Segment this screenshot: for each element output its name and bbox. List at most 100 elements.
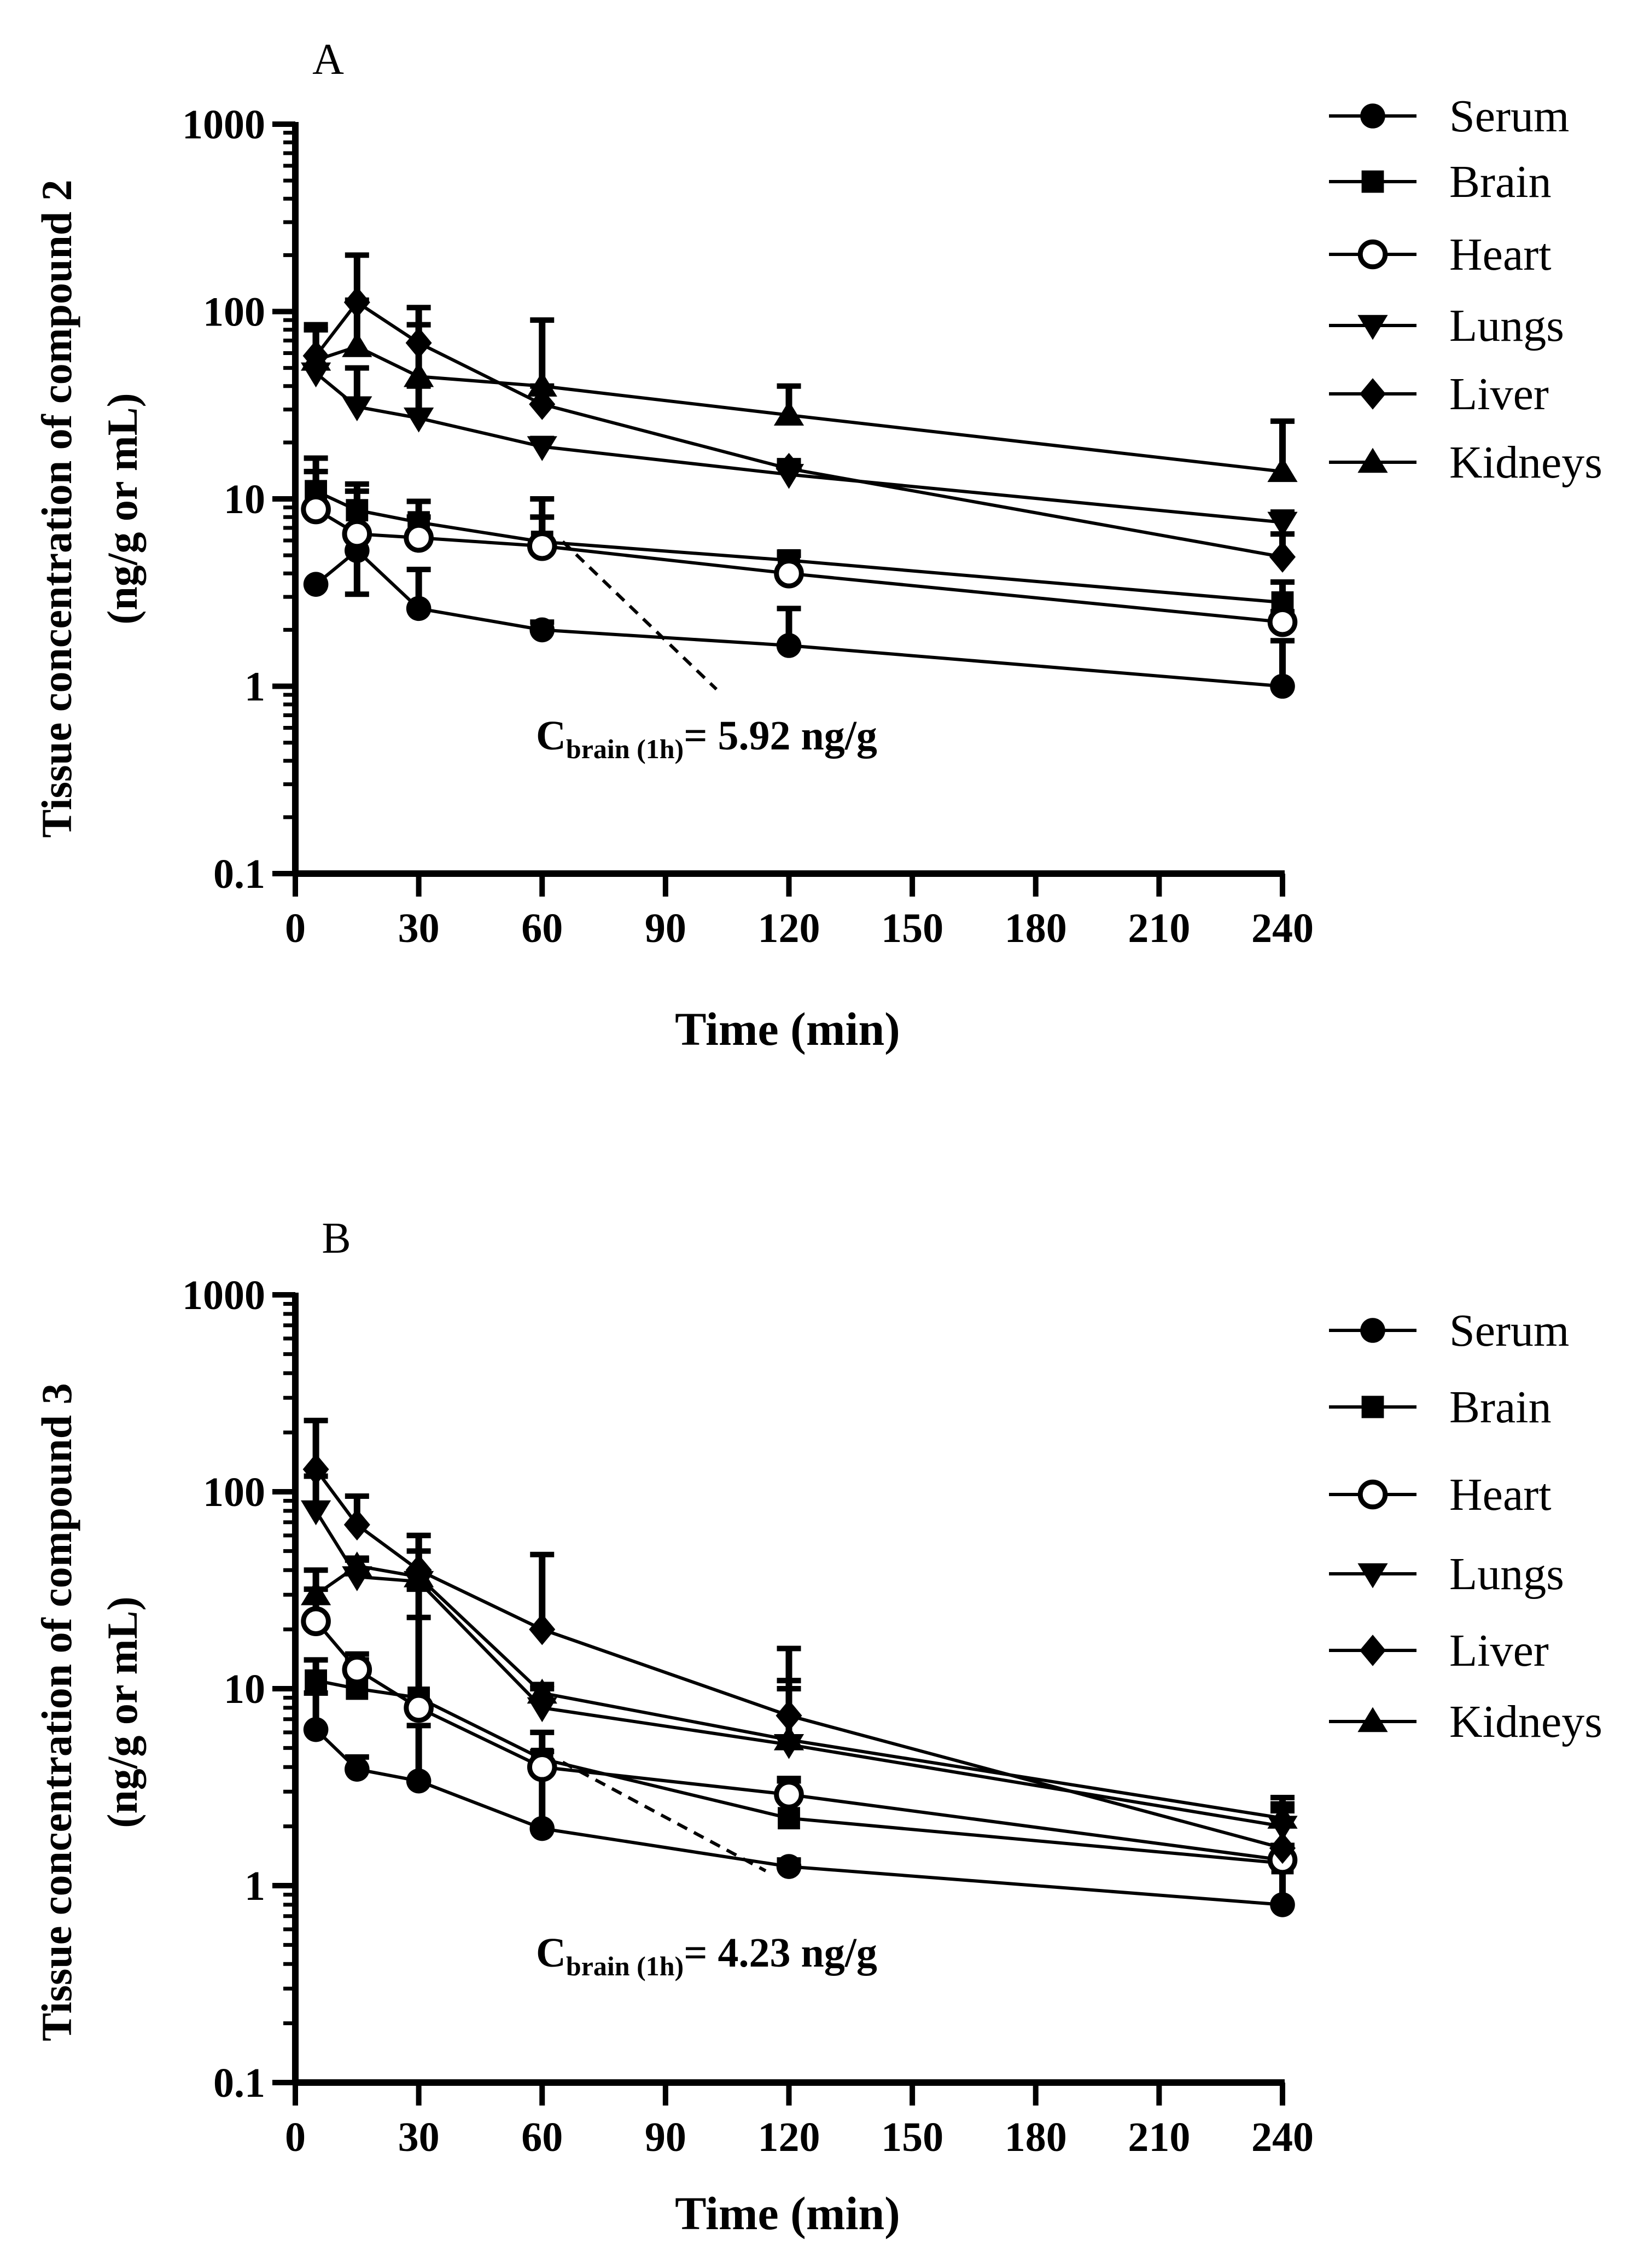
x-tick-label: 90: [645, 2114, 686, 2160]
data-point-serum: [776, 1854, 802, 1879]
legend-marker-brain: [1361, 170, 1384, 193]
data-point-kidneys: [342, 332, 372, 357]
x-tick-label: 210: [1128, 905, 1190, 951]
data-point-liver: [529, 1613, 556, 1645]
legend-item-lungs: Lungs: [1329, 300, 1564, 351]
data-point-kidneys: [301, 1580, 331, 1606]
y-tick-label: 1: [244, 1863, 265, 1909]
panel-label-a: A: [312, 36, 344, 84]
data-point-serum: [406, 596, 432, 621]
panel-label-b: B: [322, 1214, 351, 1263]
y-tick-label: 1000: [182, 1272, 265, 1318]
data-point-lungs: [527, 436, 557, 461]
legend-label-lungs: Lungs: [1449, 1549, 1564, 1600]
legend-label-brain: Brain: [1449, 1382, 1552, 1433]
legend-label-serum: Serum: [1449, 91, 1569, 142]
y-tick-labels-b: 0.1 1 10 100 1000: [182, 1272, 265, 2106]
x-tick-label: 0: [285, 2114, 306, 2160]
data-point-kidneys: [301, 346, 331, 371]
annotation-value-b: = 4.23 ng/g: [684, 1930, 877, 1976]
y-axis-label-line2-a: (ng/g or mL): [98, 393, 146, 624]
brain-annotation-a: Cbrain (1h)= 5.92 ng/g: [536, 540, 877, 764]
series-layer-b: [301, 1417, 1298, 1917]
annotation-leader-line-a: [561, 540, 718, 691]
x-tick-label: 210: [1128, 2114, 1190, 2160]
x-tick-label: 30: [398, 905, 440, 951]
legend-item-liver: Liver: [1329, 369, 1549, 420]
legend-item-lungs: Lungs: [1329, 1549, 1564, 1600]
legend-item-brain: Brain: [1329, 1382, 1552, 1433]
chart-panel-a: A Tissue concentration of compound 2 (ng…: [33, 36, 1602, 1055]
data-point-heart: [774, 558, 804, 589]
data-point-lungs: [301, 1500, 331, 1526]
y-axis-label-a: Tissue concentration of compound 2 (ng/g…: [33, 179, 146, 838]
legend-marker-serum: [1360, 103, 1385, 129]
data-point-kidneys: [773, 400, 804, 426]
y-tick-labels-a: 0.1 1 10 100 1000: [182, 102, 265, 897]
x-tick-label: 90: [645, 905, 686, 951]
series-kidneys: [301, 1548, 1298, 1829]
legend-label-heart: Heart: [1449, 229, 1552, 280]
legend-item-serum: Serum: [1329, 91, 1569, 142]
legend-label-kidneys: Kidneys: [1449, 437, 1602, 488]
data-point-serum: [1270, 673, 1295, 699]
legend-marker-kidneys: [1357, 447, 1388, 473]
y-axis-label-line1-b: Tissue concentration of compound 3: [33, 1383, 80, 2041]
y-tick-label: 0.1: [213, 851, 265, 897]
data-point-heart: [342, 1654, 372, 1685]
legend-marker-heart: [1357, 239, 1388, 270]
annotation-c-b: C: [536, 1930, 566, 1976]
brain-annotation-b: Cbrain (1h)= 4.23 ng/g: [536, 1760, 877, 1981]
annotation-subscript-a: brain (1h): [566, 734, 684, 764]
legend-item-liver: Liver: [1329, 1625, 1549, 1676]
series-serum: [303, 538, 1295, 699]
annotation-text-a: Cbrain (1h)= 5.92 ng/g: [536, 713, 877, 764]
series-layer-a: [301, 252, 1298, 699]
data-point-kidneys: [404, 362, 434, 387]
y-axis-label-line1-a: Tissue concentration of compound 2: [33, 179, 80, 838]
data-point-serum: [529, 617, 555, 643]
data-point-lungs: [342, 396, 372, 422]
data-point-lungs: [1267, 511, 1298, 537]
legend-item-heart: Heart: [1329, 1469, 1552, 1520]
x-tick-label: 180: [1005, 2114, 1067, 2160]
series-heart: [301, 1586, 1298, 1875]
data-point-serum: [303, 1717, 329, 1742]
data-point-serum: [776, 633, 802, 658]
y-tick-label: 1000: [182, 102, 265, 148]
annotation-c-a: C: [536, 713, 566, 759]
data-point-liver: [1269, 1832, 1296, 1864]
data-point-heart: [527, 1752, 557, 1782]
data-point-brain: [778, 1807, 800, 1830]
data-point-liver: [1269, 541, 1296, 573]
data-point-kidneys: [527, 1678, 557, 1704]
data-point-serum: [1270, 1892, 1295, 1917]
x-tick-label: 120: [758, 2114, 820, 2160]
legend-marker-liver: [1360, 378, 1386, 410]
legend-label-kidneys: Kidneys: [1449, 1696, 1602, 1747]
legend-item-brain: Brain: [1329, 156, 1552, 207]
data-point-serum: [406, 1768, 432, 1794]
data-point-serum: [303, 572, 329, 597]
data-point-heart: [774, 1779, 804, 1810]
legend-label-heart: Heart: [1449, 1469, 1552, 1520]
data-point-kidneys: [527, 371, 557, 397]
data-point-heart: [404, 1693, 434, 1723]
data-point-heart: [404, 522, 434, 553]
annotation-subscript-b: brain (1h): [566, 1951, 684, 1981]
legend-marker-serum: [1360, 1318, 1385, 1343]
legend-marker-lungs: [1357, 1563, 1388, 1589]
annotation-value-a: = 5.92 ng/g: [684, 713, 877, 759]
y-tick-label: 1: [244, 664, 265, 710]
legend-b: Serum Brain Heart Lungs Liver Kidneys: [1329, 1305, 1602, 1747]
x-tick-label: 60: [521, 905, 563, 951]
data-point-serum: [345, 1757, 370, 1782]
x-tick-label: 0: [285, 905, 306, 951]
axes-a: [272, 121, 1285, 897]
data-point-heart: [301, 1606, 331, 1637]
legend-marker-kidneys: [1357, 1707, 1388, 1732]
y-tick-label: 0.1: [213, 2060, 265, 2106]
legend-marker-heart: [1357, 1479, 1388, 1510]
y-axis-label-line2-b: (ng/g or mL): [98, 1596, 146, 1828]
